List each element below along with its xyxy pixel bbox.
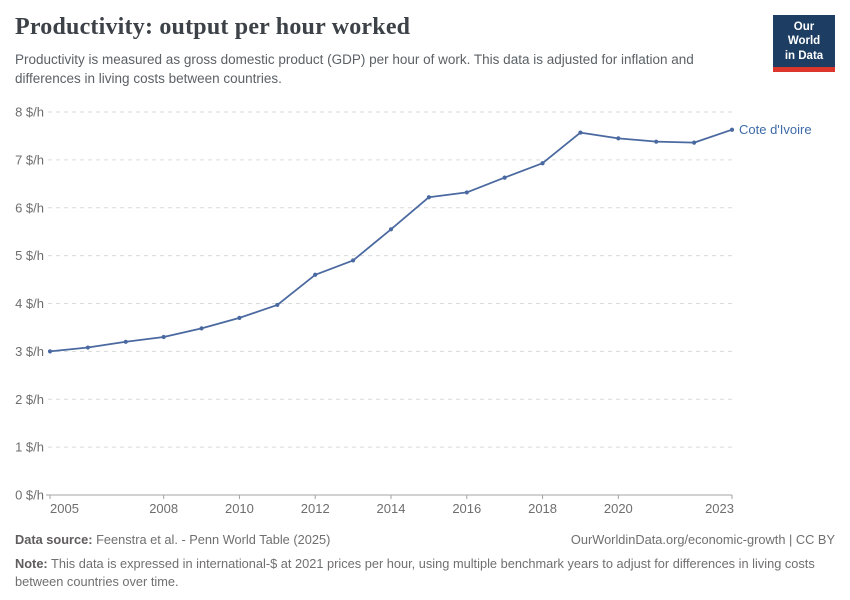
y-axis-tick-label: 7 $/h	[15, 152, 44, 167]
data-point	[616, 136, 621, 141]
data-point	[85, 345, 90, 350]
data-source: Data source: Feenstra et al. - Penn Worl…	[15, 531, 330, 550]
data-source-value: Feenstra et al. - Penn World Table (2025…	[92, 532, 331, 547]
y-axis-tick-label: 0 $/h	[15, 488, 44, 503]
data-source-label: Data source:	[15, 532, 93, 547]
data-point	[47, 349, 53, 354]
data-point	[692, 140, 697, 145]
y-axis-tick-label: 4 $/h	[15, 296, 44, 311]
data-point	[123, 339, 128, 344]
footnote: Note: This data is expressed in internat…	[15, 555, 835, 592]
y-axis-tick-label: 8 $/h	[15, 105, 44, 120]
x-axis-tick-label: 2008	[149, 501, 178, 516]
x-axis-tick-label: 2020	[604, 501, 633, 516]
y-axis-tick-label: 6 $/h	[15, 200, 44, 215]
x-axis-tick-label: 2005	[50, 501, 79, 516]
owid-logo-stripe	[773, 67, 835, 73]
data-point	[578, 130, 583, 135]
data-point	[426, 195, 431, 200]
y-axis-tick-label: 5 $/h	[15, 248, 44, 263]
line-chart: 0 $/h 1 $/h 2 $/h 3 $/h 4 $/h 5 $/h 6 $/h 7 $/h…	[15, 105, 812, 517]
x-axis-tick-label: 2014	[377, 501, 406, 516]
chart-subtitle: Productivity is measured as gross domest…	[15, 52, 694, 87]
data-point	[237, 315, 242, 320]
data-point	[502, 175, 507, 180]
x-axis-tick-label: 2016	[452, 501, 481, 516]
y-axis-tick-label: 2 $/h	[15, 392, 44, 407]
owid-logo-line1: Our World	[787, 21, 821, 48]
x-axis-tick-label: 2012	[301, 501, 330, 516]
data-point	[540, 161, 545, 166]
data-point	[654, 139, 659, 144]
series-end-label[interactable]: Cote d'Ivoire	[739, 122, 812, 137]
x-axis-tick-label: 2018	[528, 501, 557, 516]
page-title: Productivity: output per hour worked	[15, 14, 411, 40]
owid-logo-line2: in Data	[784, 49, 824, 62]
footnote-label: Note:	[15, 555, 48, 571]
data-point	[351, 258, 356, 263]
y-axis-tick-label: 3 $/h	[15, 344, 44, 359]
data-line	[49, 128, 733, 353]
chart-header: Productivity: output per hour worked Pro…	[15, 14, 835, 88]
data-point	[275, 302, 280, 308]
data-point	[313, 272, 318, 277]
attribution: OurWorldinData.org/economic-growth | CC …	[570, 532, 835, 547]
owid-logo-text: Our World in Data	[773, 15, 835, 68]
x-axis-tick-label: 2023	[705, 501, 734, 516]
data-point	[161, 334, 166, 340]
x-axis-tick-label: 2010	[225, 501, 254, 516]
y-axis-tick-label: 1 $/h	[15, 440, 44, 455]
chart-footer: Data source: Feenstra et al. - Penn Worl…	[15, 531, 835, 592]
footnote-value: This data is expressed in international-…	[15, 555, 815, 590]
data-point	[729, 127, 735, 132]
data-point	[388, 227, 394, 232]
data-point	[199, 326, 204, 331]
data-point	[464, 190, 469, 195]
owid-logo[interactable]: Our World in Data	[773, 15, 835, 73]
